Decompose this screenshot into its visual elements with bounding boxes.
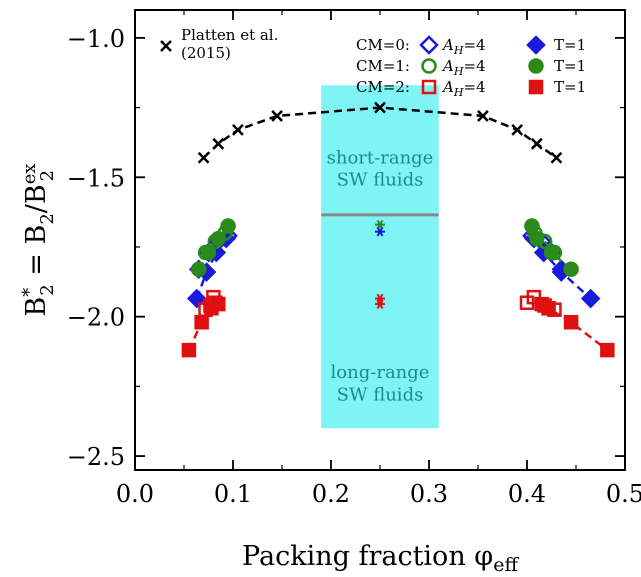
data-point [194,314,209,330]
legend-label: CM=0: [356,36,410,54]
y-tick-label: −2.0 [67,304,125,332]
legend-marker [528,79,544,95]
x-stroke [374,101,386,114]
x-tick-label: 0.1 [214,480,252,508]
data-point [210,230,227,247]
x-stroke [271,110,283,122]
data-point [190,261,207,278]
legend-label: CM=2: [356,78,410,96]
legend-marker [528,58,544,74]
data-point [563,261,579,278]
center-marker [375,299,385,309]
shaded-region [321,85,439,429]
y-tick-label: −2.5 [67,443,125,471]
legend-marker [419,35,439,55]
x-stroke [232,123,244,136]
legend-label: (2015) [181,44,231,62]
center-marker [375,226,385,237]
data-point [374,101,386,114]
data-point [550,151,563,164]
legend-label: AH=4 [441,36,486,57]
annotation-text: long-range [331,362,430,383]
data-point [271,110,283,122]
x-stroke [197,151,210,164]
legend-label: T=1 [554,78,586,96]
data-point [600,342,615,358]
legend-label: T=1 [554,57,586,75]
data-point [212,137,225,150]
x-tick-label: 0.2 [312,480,350,508]
asterisk-stroke [376,226,384,237]
annotation-text: SW fluids [337,384,424,405]
y-tick-label: −1.0 [67,25,125,53]
x-stroke [530,137,543,150]
series-line [532,237,592,300]
legend-marker [421,58,437,74]
data-point [580,288,601,309]
data-point [511,123,524,136]
data-point [211,296,226,312]
data-point [543,244,560,261]
legend-marker [160,40,172,52]
data-point [529,230,545,247]
legend-marker [421,79,437,95]
x-stroke [511,123,524,136]
x-stroke [212,137,225,150]
annotation-text: short-range [327,147,434,168]
x-axis-label: Packing fraction φeff [242,541,519,576]
data-point [220,218,236,234]
data-point [524,218,540,234]
legend-label: AH=4 [441,78,486,99]
asterisk-stroke [376,299,384,309]
data-point [200,244,217,261]
data-point [181,342,197,358]
data-point [232,123,244,136]
legend-label: T=1 [554,36,586,54]
x-tick-label: 0.4 [508,480,546,508]
legend-marker [526,35,546,55]
x-tick-label: 0.3 [410,480,448,508]
x-tick-label: 0.0 [116,480,154,508]
data-point [563,314,579,330]
data-point [197,151,210,164]
data-point [477,110,489,122]
legend-label: AH=4 [441,57,486,78]
legend-label: Platten et al. [181,26,278,44]
x-stroke [550,151,563,164]
series-line [197,225,230,270]
data-point [530,137,543,150]
y-axis-label: B*2 = B2/Bex2 [19,163,58,316]
annotation-text: SW fluids [337,170,424,191]
y-tick-label: −1.5 [67,164,125,192]
x-stroke [160,40,172,52]
x-tick-label: 0.5 [606,480,641,508]
data-point [541,301,556,316]
legend-label: CM=1: [356,57,410,75]
x-stroke [477,110,489,122]
